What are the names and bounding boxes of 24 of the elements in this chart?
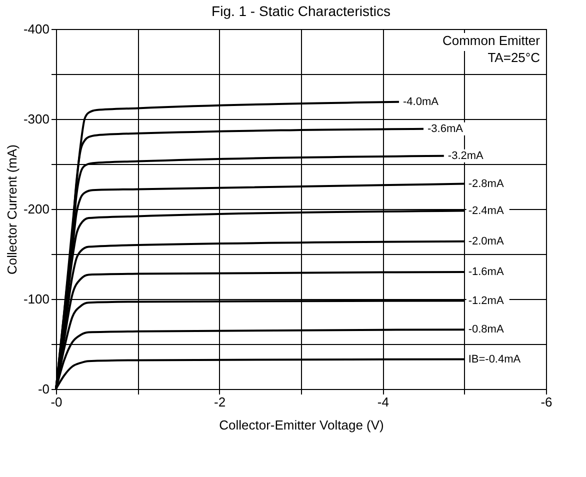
annotation: TA=25°C (488, 50, 540, 65)
series-label: -4.0mA (403, 96, 440, 108)
series-label: -3.6mA (428, 122, 464, 135)
series-label: -0.8mA (468, 324, 504, 336)
series-label: IB=-0.4mA (468, 353, 522, 366)
y-tick-label: -400 (23, 22, 50, 36)
x-axis-title: Collector-Emitter Voltage (V) (219, 418, 384, 432)
series-label: -1.2mA (468, 294, 504, 307)
y-tick-label: -200 (23, 202, 50, 216)
annotation: Common Emitter (442, 33, 541, 48)
y-tick-label: -100 (23, 292, 50, 306)
y-tick-label: -0 (38, 382, 50, 396)
y-axis-title: Collector Current (mA) (4, 144, 20, 275)
x-tick-label: -2 (214, 394, 226, 410)
series-label: -1.6mA (468, 266, 504, 278)
x-tick-label: -0 (50, 394, 62, 410)
series-label: -2.4mA (468, 204, 504, 217)
series-label: -2.0mA (468, 235, 504, 248)
y-tick-label: -300 (23, 112, 50, 126)
series-label: -2.8mA (468, 178, 504, 190)
x-tick-label: -6 (540, 394, 552, 410)
chart-title: Fig. 1 - Static Characteristics (212, 3, 390, 19)
x-tick-label: -4 (377, 394, 389, 410)
series-label: -3.2mA (448, 150, 484, 162)
